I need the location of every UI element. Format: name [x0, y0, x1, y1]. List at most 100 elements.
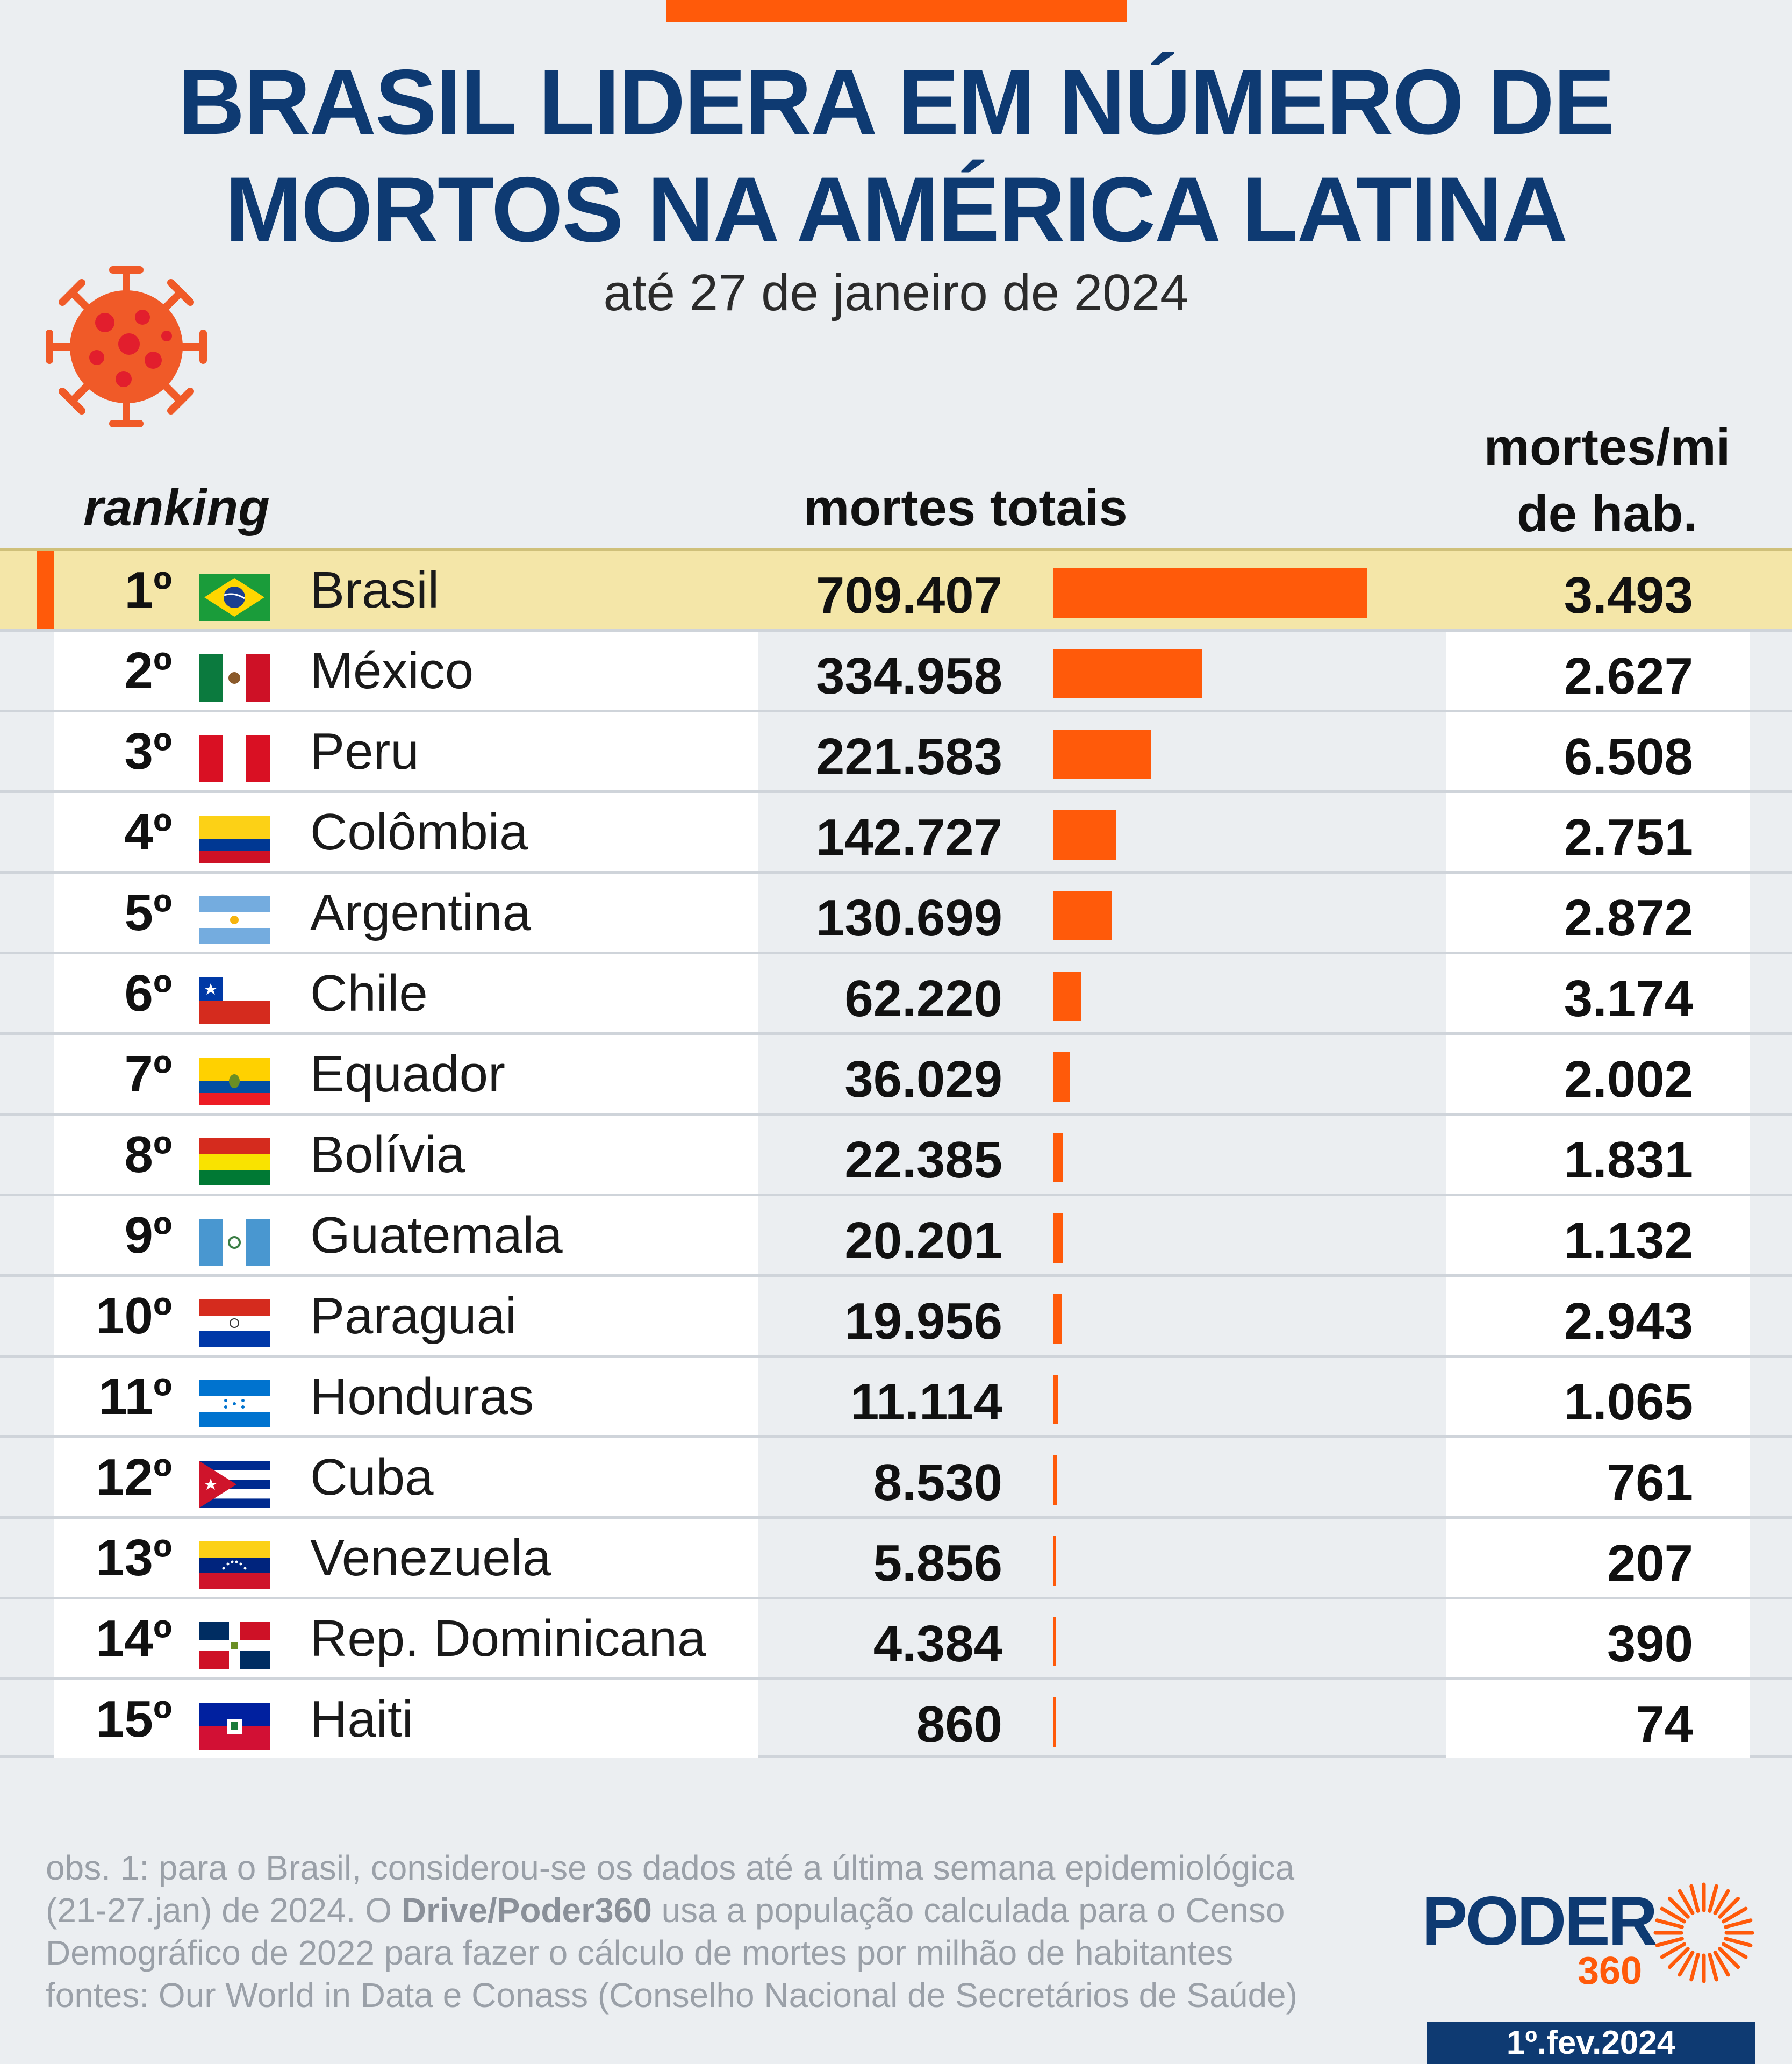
country-name: Rep. Dominicana — [310, 1610, 706, 1667]
venezuela-flag-icon — [199, 1541, 270, 1589]
row-right-panel — [1446, 1680, 1750, 1758]
guatemala-flag-icon — [199, 1219, 270, 1266]
rank-label: 14º — [96, 1610, 172, 1667]
total-deaths-label: 860 — [916, 1696, 1002, 1753]
total-deaths-bar — [1053, 1455, 1057, 1505]
highlight-marker — [37, 551, 54, 632]
row-left-panel — [54, 632, 758, 710]
total-deaths-label: 4.384 — [873, 1615, 1002, 1673]
table-row: 9º Guatemala 20.201 1.132 — [0, 1194, 1792, 1274]
country-name: Venezuela — [310, 1529, 551, 1587]
total-deaths-bar — [1053, 891, 1112, 940]
row-right-panel — [1446, 632, 1750, 710]
note-line2-source: Drive/Poder360 — [401, 1891, 652, 1930]
total-deaths-label: 8.530 — [873, 1454, 1002, 1511]
header-rate-line1: mortes/mi — [1483, 418, 1731, 476]
row-left-panel — [54, 874, 758, 952]
total-deaths-label: 19.956 — [844, 1292, 1002, 1350]
table-row: 7º Equador 36.029 2.002 — [0, 1032, 1792, 1113]
table-row: 15º Haiti 860 74 — [0, 1677, 1792, 1758]
chart-subtitle: até 27 de janeiro de 2024 — [603, 264, 1189, 322]
rank-label: 8º — [124, 1126, 172, 1183]
table-row: 4º Colômbia 142.727 2.751 — [0, 790, 1792, 871]
rank-label: 4º — [124, 803, 172, 861]
header-ranking: ranking — [83, 479, 270, 537]
row-left-panel — [54, 1277, 758, 1355]
row-left-panel — [54, 1196, 758, 1274]
total-deaths-bar — [1053, 1052, 1070, 1102]
deaths-per-million-label: 3.493 — [1564, 567, 1693, 624]
argentina-flag-icon — [199, 896, 270, 944]
table-row: 6º Chile 62.220 3.174 — [0, 952, 1792, 1032]
note-line4: fontes: Our World in Data e Conass (Cons… — [46, 1976, 1298, 2015]
rank-label: 3º — [124, 723, 172, 780]
row-right-panel — [1446, 1438, 1750, 1516]
deaths-per-million-label: 1.831 — [1564, 1131, 1693, 1189]
deaths-per-million-label: 207 — [1607, 1534, 1693, 1592]
header-rate-line2: de hab. — [1516, 485, 1698, 542]
rank-label: 12º — [96, 1448, 172, 1506]
publication-date: 1º.fev.2024 — [1427, 2022, 1755, 2064]
total-deaths-label: 20.201 — [844, 1212, 1002, 1269]
row-left-panel — [54, 1358, 758, 1435]
country-name: Peru — [310, 723, 419, 780]
table-row: 11º Honduras 11.114 1.065 — [0, 1355, 1792, 1435]
table-row: 14º Rep. Dominicana 4.384 390 — [0, 1597, 1792, 1677]
row-left-panel — [54, 1680, 758, 1758]
header-total-deaths: mortes totais — [804, 479, 1128, 537]
total-deaths-label: 142.727 — [815, 809, 1002, 866]
logo-number: 360 — [1578, 1949, 1643, 1992]
table-row: 5º Argentina 130.699 2.872 — [0, 871, 1792, 952]
row-right-panel — [1446, 793, 1750, 871]
deaths-per-million-label: 2.872 — [1564, 889, 1693, 947]
total-deaths-bar — [1053, 1375, 1058, 1424]
country-name: Honduras — [310, 1368, 534, 1425]
total-deaths-bar — [1053, 1536, 1056, 1586]
row-right-panel — [1446, 1599, 1750, 1677]
sun-rays-icon — [1653, 1882, 1754, 1983]
country-name: Cuba — [310, 1448, 434, 1506]
bolivia-flag-icon — [199, 1138, 270, 1185]
total-deaths-bar — [1053, 1697, 1056, 1747]
total-deaths-label: 5.856 — [873, 1534, 1002, 1592]
country-name: Argentina — [310, 884, 531, 941]
row-right-panel — [1446, 1277, 1750, 1355]
total-deaths-label: 130.699 — [815, 889, 1002, 947]
table-row: 2º México 334.958 2.627 — [0, 629, 1792, 710]
row-left-panel — [54, 1519, 758, 1597]
total-deaths-label: 62.220 — [844, 970, 1002, 1027]
table-row: 3º Peru 221.583 6.508 — [0, 710, 1792, 790]
poder360-logo: PODER 360 — [1422, 1882, 1755, 2011]
chart-title-line2: MORTOS NA AMÉRICA LATINA — [225, 158, 1568, 261]
note-line3: Demográfico de 2022 para fazer o cálculo… — [46, 1933, 1234, 1972]
total-deaths-label: 11.114 — [850, 1373, 1002, 1431]
table-row: 10º Paraguai 19.956 2.943 — [0, 1274, 1792, 1355]
total-deaths-label: 709.407 — [815, 567, 1002, 624]
colombia-flag-icon — [199, 816, 270, 863]
deaths-per-million-label: 2.751 — [1564, 809, 1693, 866]
total-deaths-bar — [1053, 810, 1116, 860]
brazil-flag-icon — [199, 574, 270, 621]
rank-label: 13º — [96, 1529, 172, 1587]
deaths-per-million-label: 390 — [1607, 1615, 1693, 1673]
deaths-per-million-label: 2.002 — [1564, 1051, 1693, 1108]
virus-icon — [46, 266, 207, 427]
rank-label: 10º — [96, 1287, 172, 1345]
row-left-panel — [54, 954, 758, 1032]
table-row: 8º Bolívia 22.385 1.831 — [0, 1113, 1792, 1194]
row-right-panel — [1446, 1519, 1750, 1597]
total-deaths-label: 22.385 — [844, 1131, 1002, 1189]
honduras-flag-icon — [199, 1380, 270, 1427]
row-right-panel — [1446, 1035, 1750, 1113]
ranking-table: 1º Brasil 709.407 3.493 2º México 334.958 2.627… — [0, 548, 1792, 1758]
logo-word: PODER — [1422, 1883, 1658, 1960]
country-name: México — [310, 642, 474, 699]
note-line2-c: usa a população calculada para o Censo — [651, 1891, 1285, 1930]
country-name: Brasil — [310, 561, 440, 619]
table-row: 1º Brasil 709.407 3.493 — [0, 548, 1792, 632]
row-right-panel — [1446, 874, 1750, 952]
top-accent-bar — [666, 0, 1127, 22]
dominican-republic-flag-icon — [199, 1622, 270, 1669]
country-name: Colômbia — [310, 803, 528, 861]
peru-flag-icon — [199, 735, 270, 782]
